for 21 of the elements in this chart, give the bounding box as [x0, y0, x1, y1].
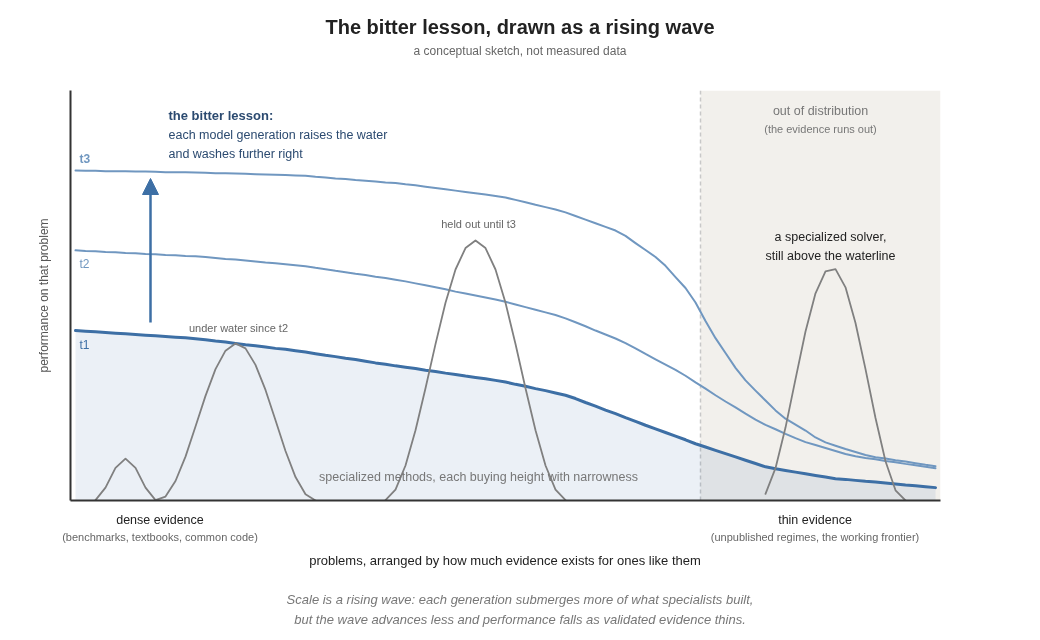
- x-axis-title: problems, arranged by how much evidence exists for ones like them: [309, 553, 701, 568]
- chart-subtitle: a conceptual sketch, not measured data: [413, 44, 627, 58]
- text: (benchmarks, textbooks, common code): [62, 530, 258, 543]
- text: thin evidence: [778, 512, 852, 527]
- text: but the wave advances less and performance falls as validated evidence thins.: [294, 611, 746, 627]
- text: (unpublished regimes, the working frontier): [710, 530, 920, 543]
- series-label: t2: [79, 257, 90, 272]
- annotation: under water since t2: [188, 321, 289, 334]
- annotation: a specialized solver, still above the waterline: [765, 230, 896, 263]
- annotation: held out until t3: [441, 217, 516, 230]
- chart-title: The bitter lesson, drawn as a rising wave: [325, 16, 715, 38]
- text: each model generation raises the water: [168, 127, 388, 142]
- text: the bitter lesson:: [168, 108, 274, 123]
- y-axis-title: performance on that problem: [36, 218, 51, 373]
- text: Scale is a rising wave: each generation submerges more of what specialists built,: [286, 591, 754, 607]
- text: dense evidence: [116, 512, 204, 527]
- text: and washes further right: [168, 146, 304, 161]
- series-label: t1: [79, 337, 90, 352]
- text: (the evidence runs out): [764, 122, 877, 135]
- series-label: t3: [79, 151, 91, 166]
- text: out of distribution: [772, 103, 869, 118]
